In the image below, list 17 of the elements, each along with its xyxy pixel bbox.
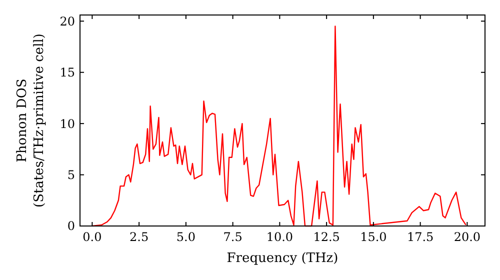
x-tick-label: 20.0 xyxy=(454,230,481,244)
y-tick-label: 10 xyxy=(60,116,75,131)
y-tick-label: 0 xyxy=(67,219,75,234)
x-tick-label: 17.5 xyxy=(406,230,434,244)
x-tick-label: 2.5 xyxy=(130,230,149,244)
y-tick-label: 20 xyxy=(60,14,75,28)
y-tick-label: 5 xyxy=(67,168,75,182)
x-tick-label: 12.5 xyxy=(313,230,340,244)
x-tick-label: 5.0 xyxy=(176,230,196,244)
line-series xyxy=(92,26,466,227)
x-axis-title: Frequency (THz) xyxy=(226,251,338,266)
x-tick-label: 7.5 xyxy=(223,230,242,244)
x-tick-label: 15.0 xyxy=(360,230,387,244)
y-tick-label: 15 xyxy=(60,66,75,80)
x-tick-label: 0.0 xyxy=(82,230,102,244)
y-axis-title: Phonon DOS (States/THz·primitive cell) xyxy=(15,33,47,208)
x-tick-label: 10.0 xyxy=(266,230,294,244)
